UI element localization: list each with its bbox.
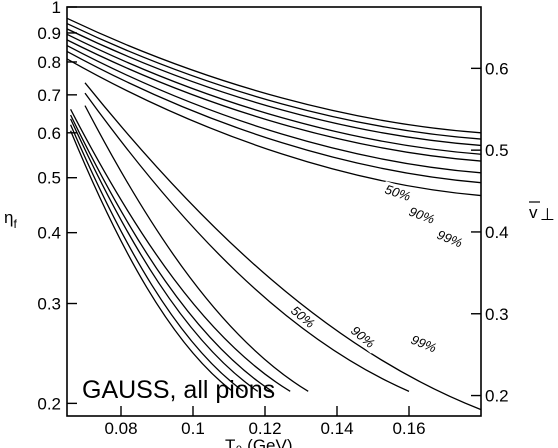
y-right-tick-label: 0.3 <box>485 305 509 324</box>
y-right-tick-label: 0.2 <box>485 387 509 406</box>
contour-label-bg <box>405 203 441 229</box>
contour-label-bg <box>381 180 417 206</box>
contour-label: 50% <box>383 182 412 204</box>
contour-curve-lower <box>70 124 244 392</box>
contour-label-bg <box>433 226 469 253</box>
contour-curve-lower <box>84 92 410 392</box>
y-tick-label: 0.9 <box>37 24 61 43</box>
contour-curve-lower <box>69 130 233 392</box>
x-tick-label: 0.16 <box>392 419 425 438</box>
contour-curve-lower <box>84 82 482 411</box>
y-right-tick-label: 0.5 <box>485 141 509 160</box>
contour-curve-upper <box>66 33 482 155</box>
contour-curve-upper <box>66 22 482 140</box>
contour-label: 90% <box>407 204 437 227</box>
y-tick-label: 1 <box>52 0 61 17</box>
contour-label: 99% <box>409 332 439 356</box>
contour-label-bg <box>346 321 381 354</box>
y-tick-label: 0.6 <box>37 124 61 143</box>
x-tick-label: 0.12 <box>248 419 281 438</box>
panel-label: GAUSS, all pions <box>82 376 275 404</box>
right-axis-label: v ⊥ <box>529 201 555 224</box>
contour-curve-upper <box>66 17 482 134</box>
x-tick-label: 0.08 <box>104 419 137 438</box>
y-tick-label: 0.5 <box>37 169 61 188</box>
contour-curve-lower <box>70 118 259 392</box>
y-tick-label: 0.2 <box>37 394 61 413</box>
x-tick-label: 0.14 <box>320 419 353 438</box>
plot-frame <box>66 6 482 417</box>
y-tick-label: 0.7 <box>37 86 61 105</box>
y-axis-label: ηf <box>4 208 17 231</box>
contour-label-bg <box>286 301 321 334</box>
y-tick-label: 0.3 <box>37 295 61 314</box>
y-right-tick-label: 0.4 <box>485 223 509 242</box>
contour-curve-upper <box>66 45 482 174</box>
contour-curve-lower <box>84 105 309 392</box>
contour-curve-upper <box>66 50 482 184</box>
contour-curve-lower <box>70 114 273 392</box>
y-tick-label: 0.4 <box>37 224 61 243</box>
contour-curve-upper <box>66 58 482 197</box>
contour-label-bg <box>407 331 443 358</box>
y-tick-label: 0.8 <box>37 53 61 72</box>
x-axis-label: T₀ (GeV) <box>225 436 293 448</box>
right-axis-label-sub: ⊥ <box>540 205 555 224</box>
y-right-tick-label: 0.6 <box>485 59 509 78</box>
right-axis-label-main: v <box>529 203 538 222</box>
x-tick-label: 0.1 <box>181 419 205 438</box>
contour-label: 99% <box>435 227 465 251</box>
contour-curve-lower <box>70 109 291 392</box>
contour-curve-upper <box>66 39 482 162</box>
contour-curve-upper <box>66 28 482 147</box>
